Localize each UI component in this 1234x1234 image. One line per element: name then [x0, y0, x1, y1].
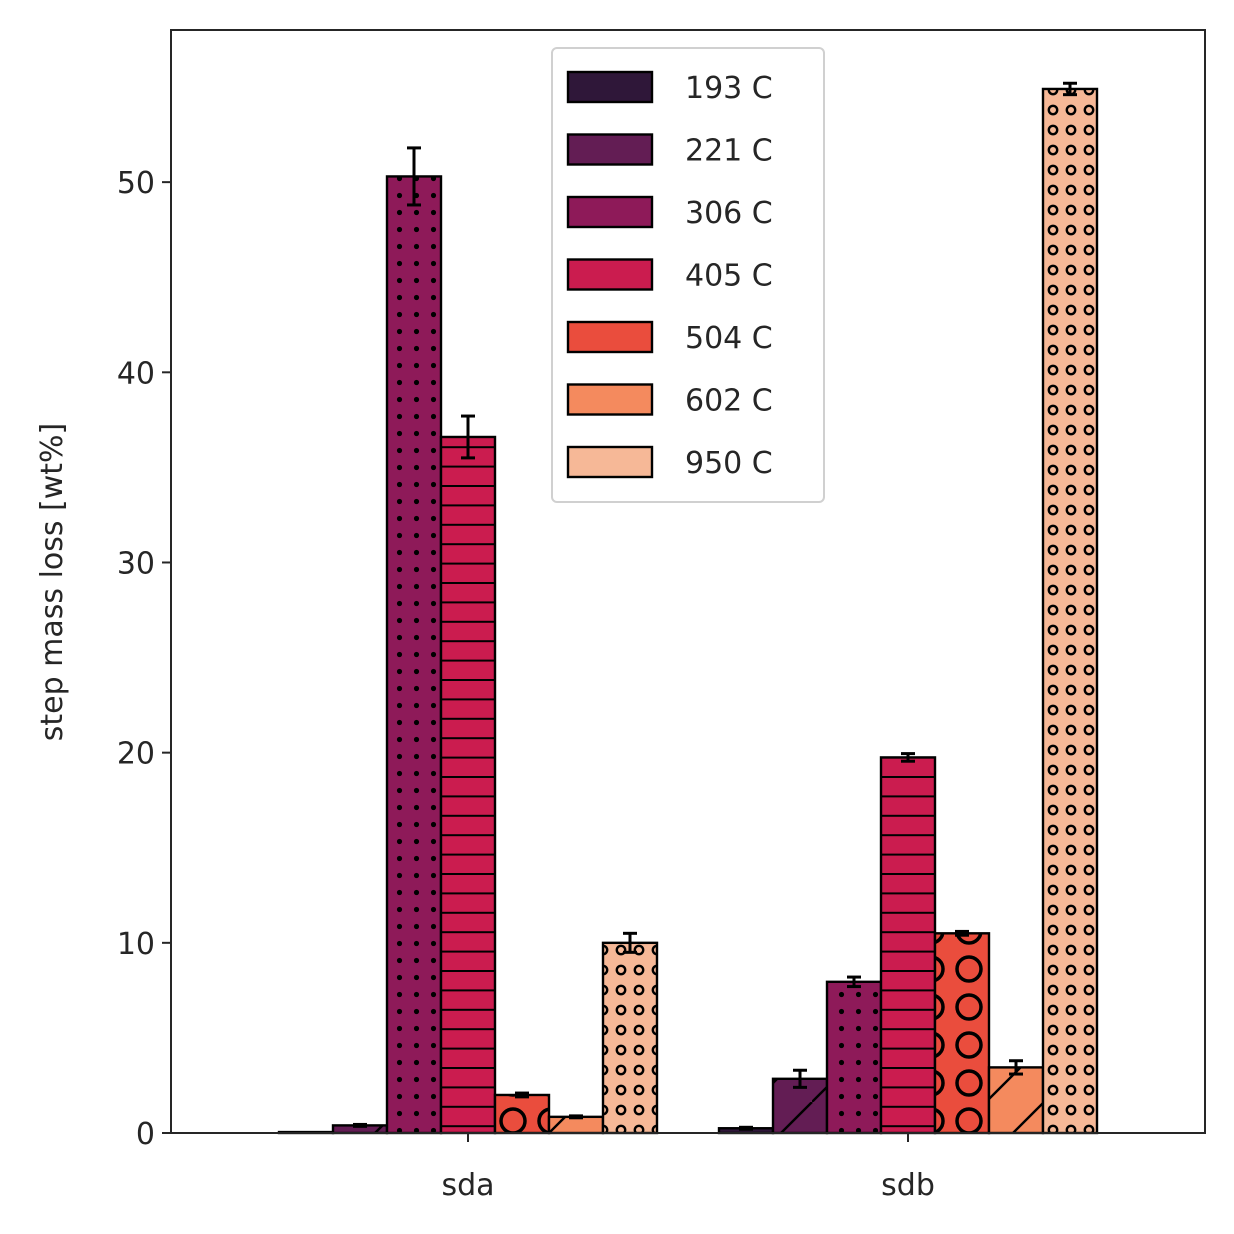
error-bar-sda-504-c — [515, 1091, 529, 1099]
error-bar-sdb-602-c — [1009, 1059, 1023, 1076]
legend-swatch — [566, 445, 654, 479]
error-bar-sdb-193-c — [739, 1125, 753, 1131]
y-tick-label: 0 — [136, 1117, 155, 1152]
error-bar-sdb-950-c — [1063, 81, 1077, 97]
legend-swatch — [566, 195, 654, 229]
y-tick-label: 20 — [117, 737, 155, 772]
legend: 193 C 221 C 306 C 405 C 504 C 602 C 950 C — [551, 47, 825, 503]
error-bar-sdb-306-c — [847, 975, 861, 989]
legend-item-405-c: 405 C — [566, 258, 773, 294]
x-tick-label-sda: sda — [441, 1168, 494, 1203]
legend-item-306-c: 306 C — [566, 195, 773, 231]
legend-item-504-c: 504 C — [566, 320, 773, 356]
error-bar-sdb-504-c — [955, 929, 969, 937]
legend-swatch — [566, 133, 654, 166]
error-bar-sdb-221-c — [793, 1068, 807, 1089]
legend-item-221-c: 221 C — [566, 133, 773, 169]
y-tick-label: 40 — [117, 356, 155, 391]
legend-swatch — [566, 320, 654, 354]
error-bar-sdb-405-c — [901, 752, 915, 763]
y-axis: 0 10 20 30 40 50 — [117, 166, 171, 1152]
bar-sdb-504-c — [933, 932, 991, 1135]
legend-label: 306 C — [685, 196, 773, 231]
error-bar-sda-306-c — [407, 146, 421, 207]
bar-sdb-950-c — [1041, 87, 1099, 1135]
legend-item-602-c: 602 C — [566, 383, 773, 419]
y-tick-label: 50 — [117, 166, 155, 201]
y-tick-label: 10 — [117, 927, 155, 962]
x-axis: sda sdb — [441, 1133, 935, 1203]
error-bar-sda-221-c — [353, 1122, 367, 1128]
error-bar-sda-602-c — [569, 1114, 583, 1120]
bar-sdb-306-c — [825, 980, 883, 1135]
bar-sda-306-c — [385, 175, 443, 1135]
x-tick-label-sdb: sdb — [881, 1168, 935, 1203]
bars-layer — [277, 87, 1099, 1135]
bar-sda-950-c — [601, 941, 659, 1135]
legend-label: 221 C — [685, 134, 773, 169]
bar-sda-405-c — [439, 435, 497, 1135]
y-tick-label: 30 — [117, 546, 155, 581]
legend-swatch — [566, 383, 654, 416]
y-axis-label: step mass loss [wt%] — [35, 423, 70, 742]
error-bar-sda-405-c — [461, 414, 475, 460]
bar-sdb-405-c — [879, 756, 937, 1135]
legend-label: 602 C — [685, 384, 773, 419]
bar-sda-504-c — [493, 1093, 551, 1135]
bar-sdb-602-c — [987, 1066, 1045, 1135]
legend-label: 193 C — [685, 71, 773, 106]
legend-label: 405 C — [685, 259, 773, 294]
legend-item-193-c: 193 C — [566, 70, 773, 106]
legend-swatch — [566, 258, 654, 291]
legend-label: 950 C — [685, 446, 773, 481]
plot-frame — [170, 29, 1206, 1134]
legend-swatch — [566, 70, 654, 104]
error-bar-sda-950-c — [623, 931, 637, 954]
error-bars-layer — [353, 81, 1077, 1131]
legend-label: 504 C — [685, 321, 773, 356]
legend-item-950-c: 950 C — [566, 445, 773, 481]
